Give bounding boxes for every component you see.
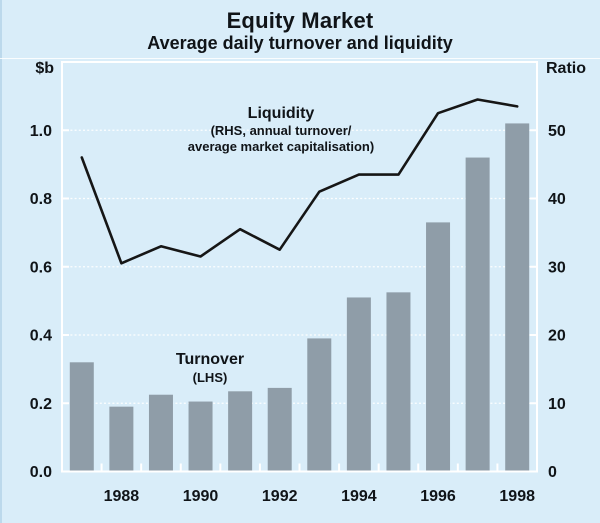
liquidity-annotation-sub2: average market capitalisation) (187, 138, 375, 154)
turnover-annotation: Turnover (LHS) (129, 350, 291, 386)
bar-1994 (346, 297, 371, 472)
bar-1996 (426, 222, 451, 472)
liquidity-annotation-sub1: (RHS, annual turnover/ (210, 123, 352, 138)
chart-title: Equity Market (226, 8, 374, 33)
bar-1990 (188, 401, 213, 472)
liquidity-line (80, 98, 519, 265)
right-axis-label-10: 10 (548, 396, 566, 413)
left-axis-label-0.8: 0.8 (30, 191, 52, 208)
turnover-annotation-title: Turnover (175, 351, 245, 368)
liquidity-annotation-title: Liquidity (247, 105, 315, 122)
right-axis-unit: Ratio (546, 60, 586, 77)
right-axis-label-20: 20 (548, 328, 566, 345)
turnover-annotation-sub: (LHS) (192, 370, 228, 385)
x-axis-label-1988: 1988 (104, 488, 140, 505)
liquidity-annotation: Liquidity (RHS, annual turnover/ average… (156, 104, 406, 154)
bar-1993 (307, 338, 332, 472)
left-axis-label-1.0: 1.0 (30, 123, 52, 140)
bar-1991 (228, 391, 253, 472)
x-axis-label-1990: 1990 (183, 488, 219, 505)
bar-1995 (386, 292, 411, 472)
x-axis-label-1992: 1992 (262, 488, 298, 505)
chart-subtitle: Average daily turnover and liquidity (147, 33, 453, 53)
left-axis-label-0.0: 0.0 (30, 464, 52, 481)
x-axis-label-1996: 1996 (420, 488, 456, 505)
x-axis-label-1994: 1994 (341, 488, 377, 505)
left-axis-label-0.4: 0.4 (30, 328, 52, 345)
left-axis-label-0.6: 0.6 (30, 259, 52, 276)
bar-1992 (267, 387, 292, 472)
left-edge-strip (0, 0, 2, 523)
x-axis-label-1998: 1998 (499, 488, 535, 505)
title-separator (0, 58, 600, 59)
bar-1989 (148, 394, 173, 472)
bar-1998 (505, 123, 530, 472)
right-axis-label-0: 0 (548, 464, 557, 481)
left-axis-unit: $b (35, 60, 54, 77)
bar-1987 (69, 362, 94, 472)
right-axis-label-40: 40 (548, 191, 566, 208)
right-axis-label-50: 50 (548, 123, 566, 140)
left-axis-label-0.2: 0.2 (30, 396, 52, 413)
bar-1997 (465, 157, 490, 472)
right-axis-label-30: 30 (548, 259, 566, 276)
bar-1988 (109, 406, 134, 472)
